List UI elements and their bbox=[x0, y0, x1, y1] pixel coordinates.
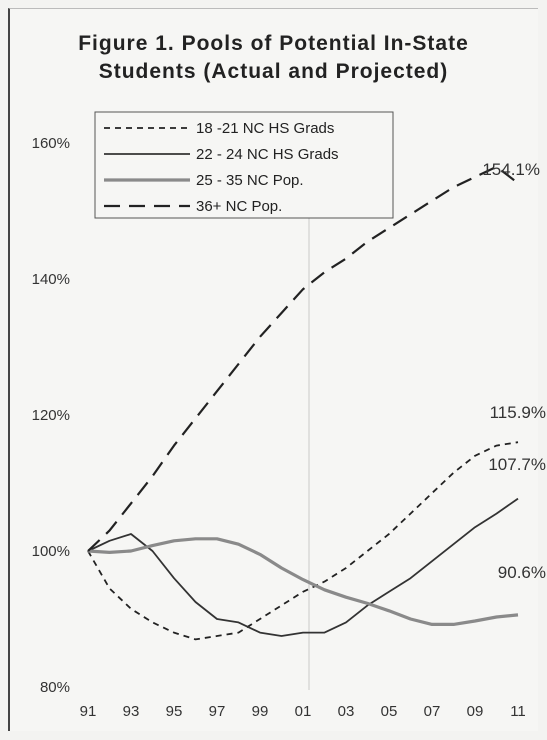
legend-label: 36+ NC Pop. bbox=[196, 198, 282, 215]
y-tick-label: 140% bbox=[32, 271, 70, 288]
x-tick-label: 07 bbox=[424, 703, 441, 720]
y-tick-label: 120% bbox=[32, 407, 70, 424]
x-tick-label: 11 bbox=[510, 703, 526, 720]
legend-label: 22 - 24 NC HS Grads bbox=[196, 146, 339, 163]
legend-label: 18 -21 NC HS Grads bbox=[196, 120, 334, 137]
data-label-end-1: 115.9% bbox=[490, 403, 546, 422]
x-tick-label: 01 bbox=[295, 703, 312, 720]
x-tick-label: 09 bbox=[467, 703, 484, 720]
x-tick-label: 99 bbox=[252, 703, 269, 720]
series-line-1 bbox=[87, 441, 519, 641]
x-tick-label: 03 bbox=[338, 703, 355, 720]
chart-title: Figure 1. Pools of Potential In-State St… bbox=[0, 30, 547, 86]
x-tick-label: 93 bbox=[123, 703, 140, 720]
y-tick-label: 100% bbox=[32, 543, 70, 560]
chart-title-line-2: Students (Actual and Projected) bbox=[98, 60, 449, 83]
legend-box bbox=[94, 111, 394, 219]
x-tick-label: 05 bbox=[381, 703, 398, 720]
x-tick-label: 91 bbox=[80, 703, 97, 720]
x-tick-label: 97 bbox=[209, 703, 226, 720]
series-line-4 bbox=[87, 165, 519, 552]
x-tick-label: 95 bbox=[166, 703, 183, 720]
y-tick-label: 160% bbox=[32, 135, 70, 152]
data-label-end-3: 90.6% bbox=[498, 563, 546, 582]
y-tick-label: 80% bbox=[40, 679, 70, 696]
chart-title-line-1: Figure 1. Pools of Potential In-State bbox=[78, 32, 469, 55]
legend-label: 25 - 35 NC Pop. bbox=[196, 172, 304, 189]
data-label-end-2: 107.7% bbox=[488, 455, 546, 474]
series-line-3 bbox=[87, 537, 519, 627]
series-line-2 bbox=[87, 497, 519, 637]
data-label-end-4: 154.1% bbox=[482, 160, 540, 179]
